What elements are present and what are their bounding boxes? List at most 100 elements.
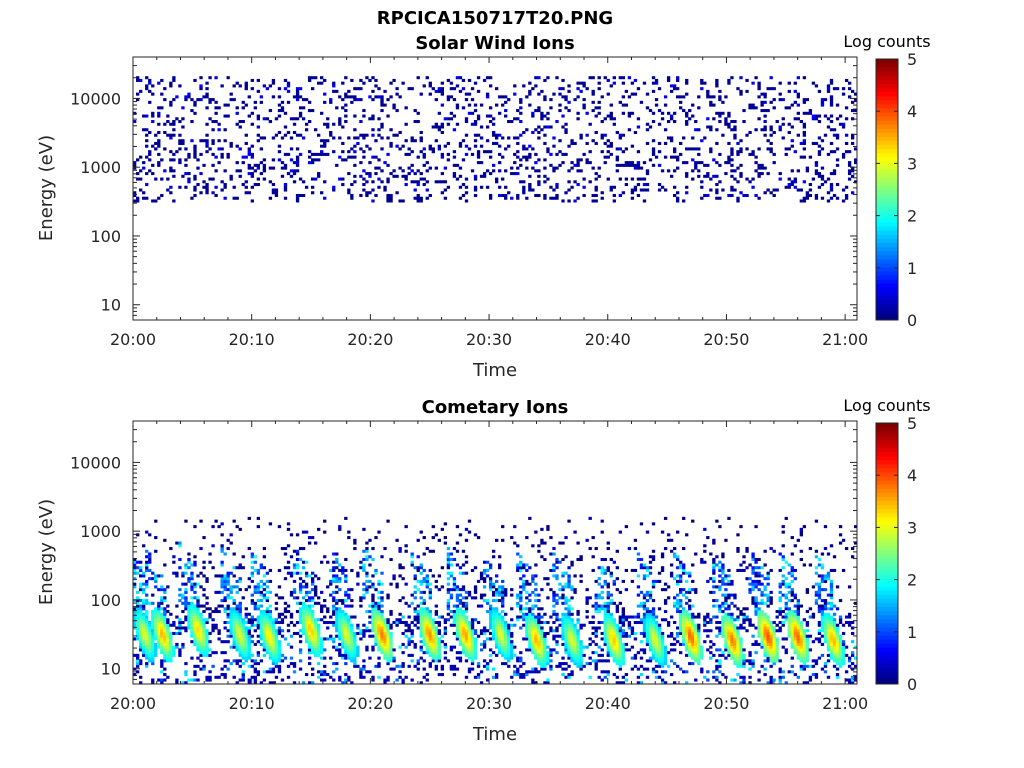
heatmap-cell — [437, 623, 441, 627]
heatmap-cell — [452, 155, 457, 159]
heatmap-cell — [534, 653, 538, 657]
heatmap-cell — [537, 637, 541, 641]
heatmap-cell — [154, 651, 158, 655]
heatmap-cell — [422, 623, 426, 627]
heatmap-cell — [136, 631, 140, 635]
heatmap-cell — [323, 637, 327, 641]
heatmap-cell — [495, 645, 499, 649]
heatmap-cell — [301, 530, 306, 534]
heatmap-cell — [223, 582, 227, 586]
heatmap-cell — [537, 662, 541, 666]
heatmap-cell — [745, 89, 749, 93]
heatmap-cell — [516, 667, 520, 671]
heatmap-cell — [458, 533, 463, 537]
heatmap-cell — [682, 109, 686, 113]
heatmap-cell — [389, 610, 393, 614]
heatmap-cell — [431, 87, 435, 91]
heatmap-cell — [757, 196, 761, 200]
heatmap-cell — [425, 623, 429, 627]
heatmap-cell — [712, 95, 716, 99]
heatmap-cell — [274, 631, 279, 635]
colorbar-tick-label: 3 — [907, 154, 917, 173]
heatmap-cell — [250, 566, 254, 570]
heatmap-cell — [133, 623, 137, 627]
heatmap-cell — [627, 114, 632, 118]
heatmap-cell — [205, 618, 209, 622]
heatmap-cell — [516, 670, 520, 674]
heatmap-cell — [663, 188, 668, 192]
heatmap-cell — [160, 601, 164, 605]
heatmap-cell — [145, 76, 149, 80]
heatmap-cell — [464, 623, 469, 627]
heatmap-cell — [567, 634, 571, 638]
heatmap-cell — [461, 618, 466, 622]
heatmap-cell — [277, 103, 282, 107]
heatmap-cell — [844, 196, 849, 200]
heatmap-cell — [148, 169, 152, 173]
heatmap-cell — [353, 631, 357, 635]
heatmap-cell — [178, 588, 182, 592]
heatmap-cell — [573, 98, 577, 102]
heatmap-cell — [555, 577, 559, 581]
heatmap-cell — [685, 114, 689, 118]
heatmap-cell — [223, 114, 227, 118]
heatmap-cell — [745, 193, 749, 198]
heatmap-cell — [802, 76, 807, 80]
heatmap-cell — [443, 620, 448, 625]
heatmap-cell — [431, 150, 435, 154]
heatmap-cell — [531, 634, 535, 638]
heatmap-cell — [320, 673, 324, 677]
heatmap-cell — [579, 659, 583, 663]
heatmap-cell — [148, 150, 152, 154]
heatmap-cell — [552, 612, 556, 616]
heatmap-cell — [353, 656, 357, 660]
heatmap-cell — [274, 191, 279, 195]
heatmap-cell — [850, 133, 855, 137]
heatmap-cell — [250, 618, 254, 622]
heatmap-cell — [528, 612, 532, 616]
heatmap-cell — [274, 133, 279, 137]
heatmap-cell — [724, 172, 728, 176]
heatmap-cell — [238, 615, 242, 619]
heatmap-cell — [567, 626, 571, 630]
heatmap-cell — [274, 651, 279, 655]
heatmap-cell — [467, 626, 472, 630]
heatmap-cell — [181, 174, 185, 178]
heatmap-cell — [455, 651, 460, 655]
heatmap-cell — [265, 599, 270, 603]
heatmap-cell — [395, 133, 399, 137]
heatmap-cell — [244, 607, 248, 611]
heatmap-cell — [244, 651, 248, 655]
heatmap-cell — [850, 136, 855, 140]
heatmap-cell — [561, 571, 565, 575]
heatmap-cell — [772, 152, 776, 156]
heatmap-cell — [253, 675, 257, 679]
heatmap-cell — [425, 642, 429, 646]
heatmap-cell — [398, 645, 402, 649]
heatmap-cell — [636, 125, 641, 129]
heatmap-cell — [320, 637, 324, 641]
heatmap-cell — [434, 180, 438, 184]
heatmap-cell — [531, 188, 535, 192]
heatmap-cell — [464, 596, 469, 600]
heatmap-cell — [359, 675, 363, 679]
heatmap-cell — [205, 81, 209, 85]
heatmap-cell — [594, 172, 598, 176]
heatmap-cell — [298, 588, 303, 592]
heatmap-cell — [401, 577, 405, 581]
heatmap-cell — [163, 607, 167, 611]
heatmap-cell — [184, 98, 188, 102]
heatmap-cell — [507, 98, 511, 102]
heatmap-cell — [507, 645, 511, 649]
heatmap-cell — [639, 100, 644, 104]
heatmap-cell — [253, 183, 257, 187]
heatmap-cell — [570, 618, 574, 622]
heatmap-cell — [277, 629, 282, 633]
heatmap-cell — [211, 141, 215, 145]
heatmap-cell — [543, 174, 547, 178]
heatmap-cell — [142, 114, 146, 118]
heatmap-cell — [142, 590, 146, 594]
heatmap-cell — [522, 185, 526, 189]
heatmap-cell — [310, 582, 315, 586]
heatmap-cell — [208, 675, 212, 679]
